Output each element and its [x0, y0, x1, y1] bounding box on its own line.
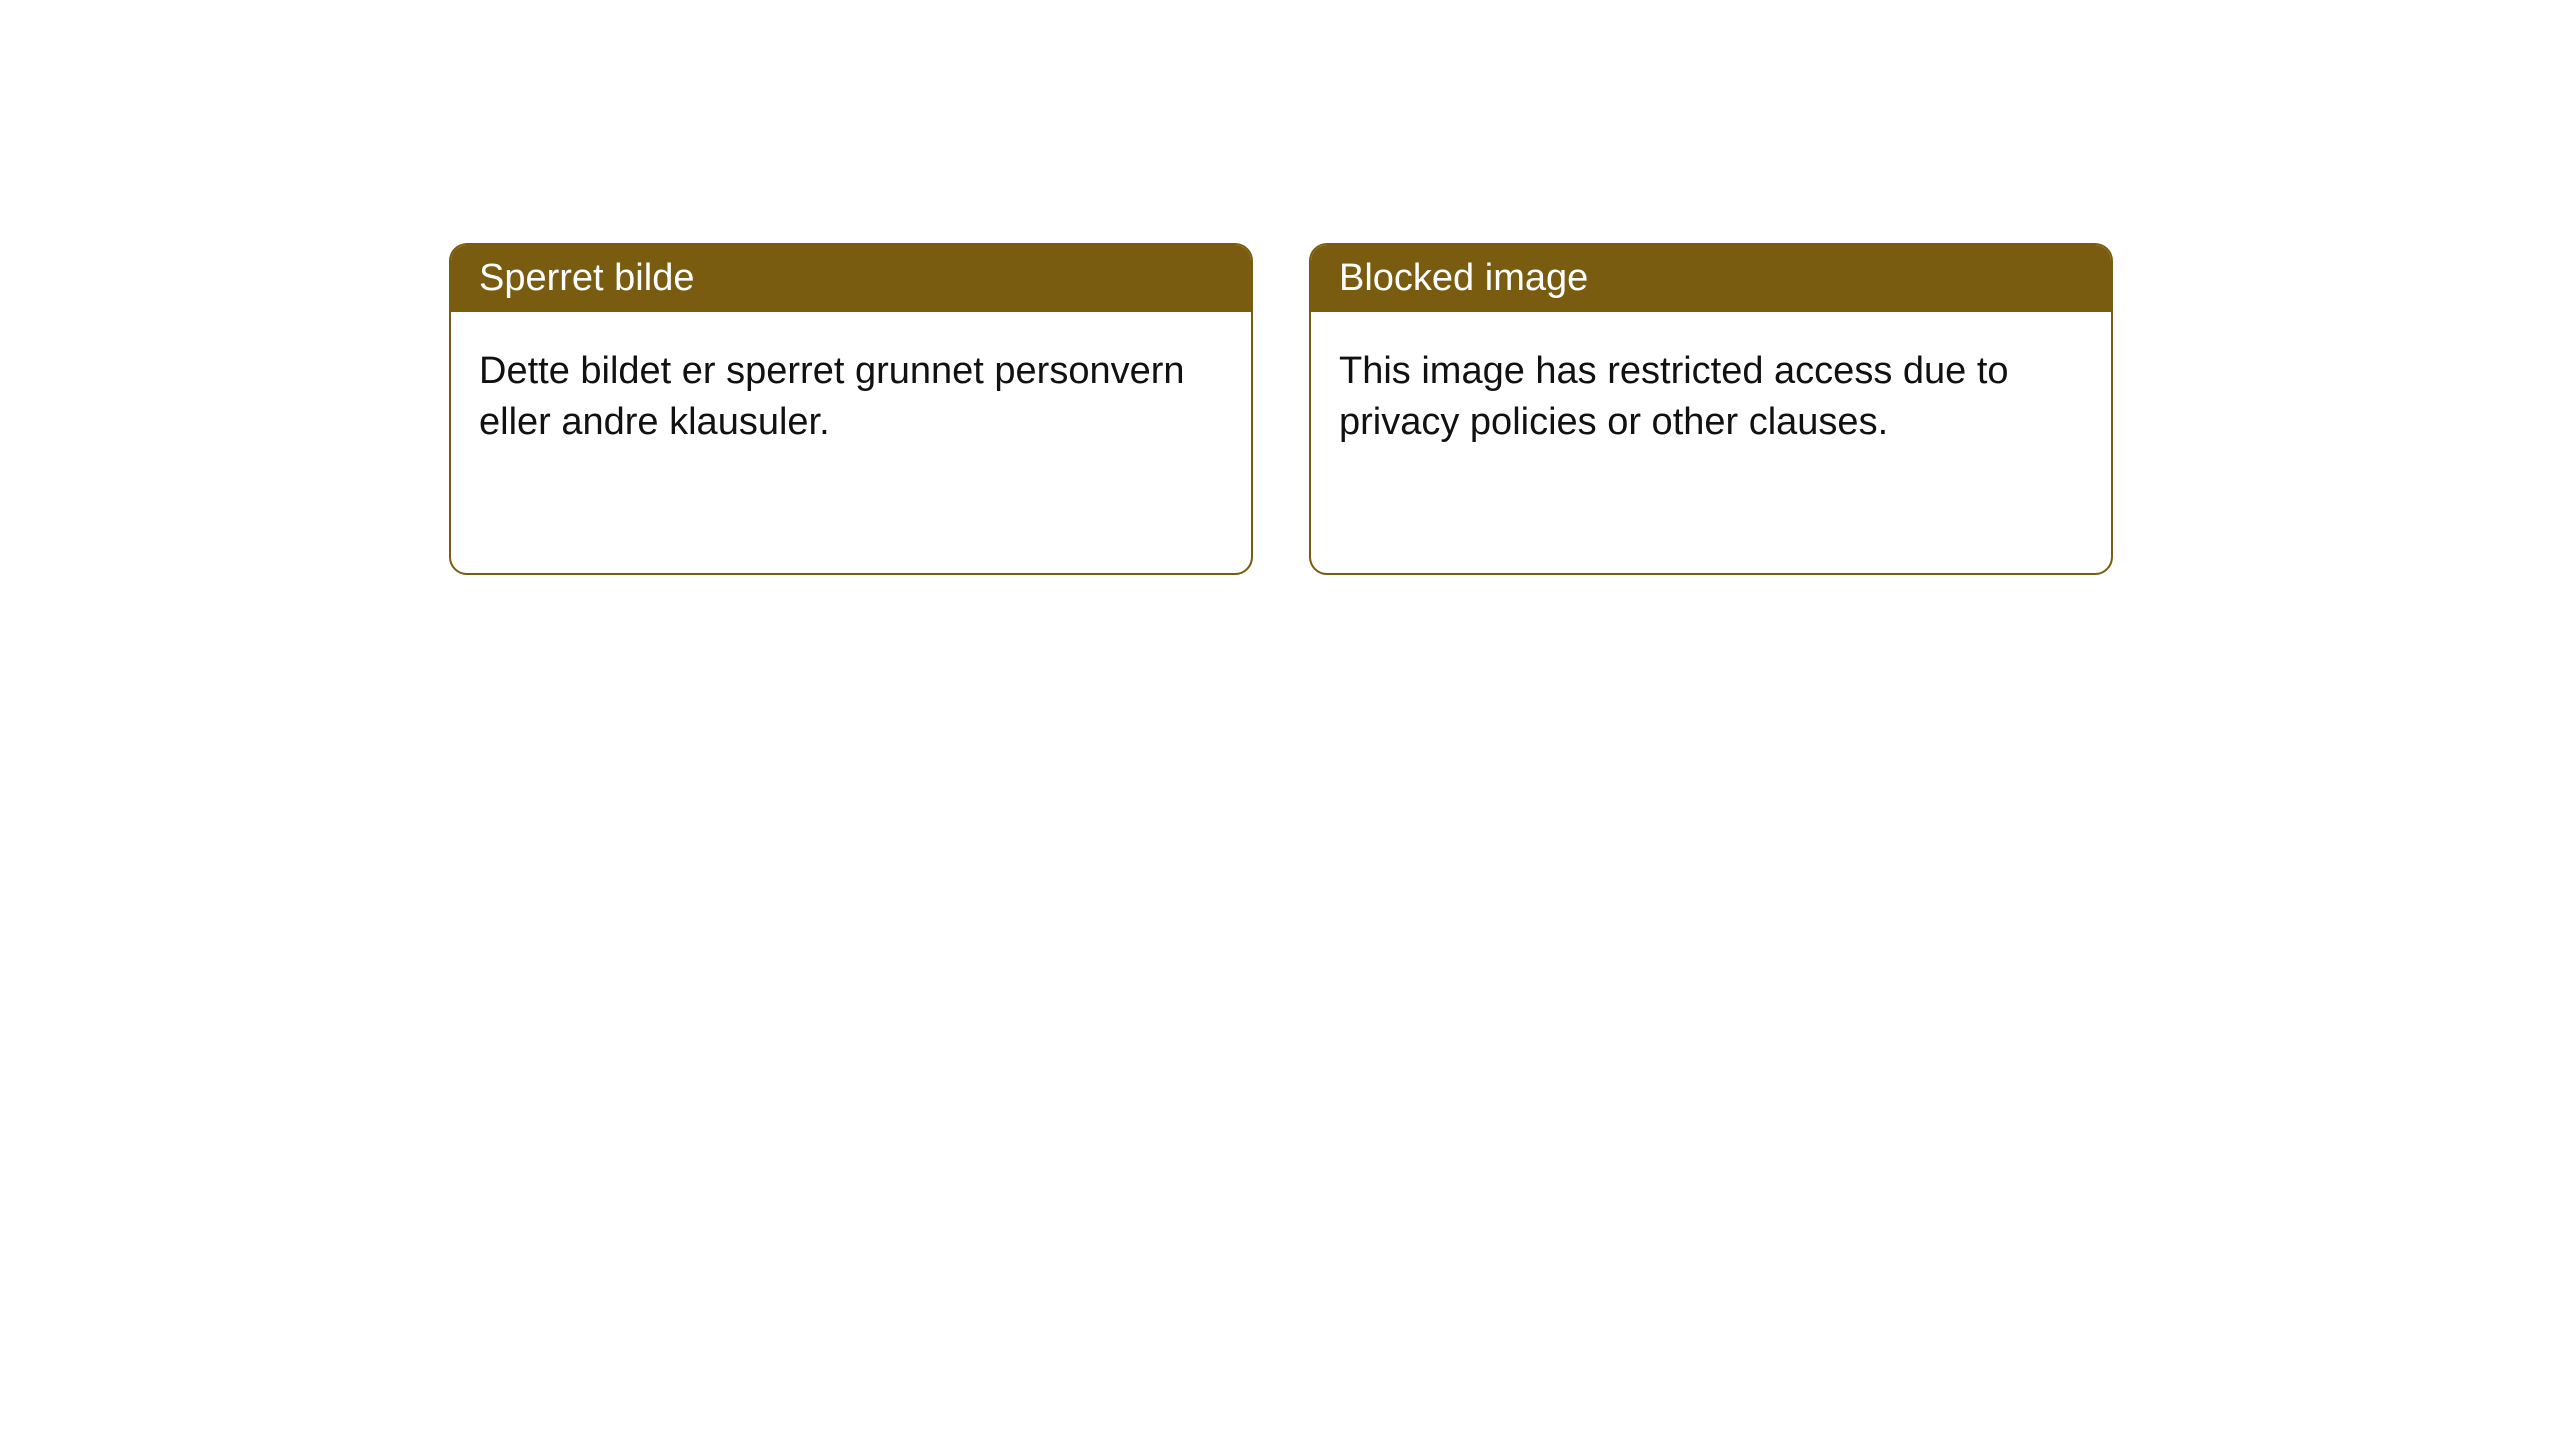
- notice-body-text: Dette bildet er sperret grunnet personve…: [451, 312, 1251, 483]
- notice-card-norwegian: Sperret bilde Dette bildet er sperret gr…: [449, 243, 1253, 575]
- notice-card-english: Blocked image This image has restricted …: [1309, 243, 2113, 575]
- notice-container: Sperret bilde Dette bildet er sperret gr…: [449, 243, 2113, 575]
- notice-title: Blocked image: [1311, 245, 2111, 312]
- notice-body-text: This image has restricted access due to …: [1311, 312, 2111, 483]
- notice-title: Sperret bilde: [451, 245, 1251, 312]
